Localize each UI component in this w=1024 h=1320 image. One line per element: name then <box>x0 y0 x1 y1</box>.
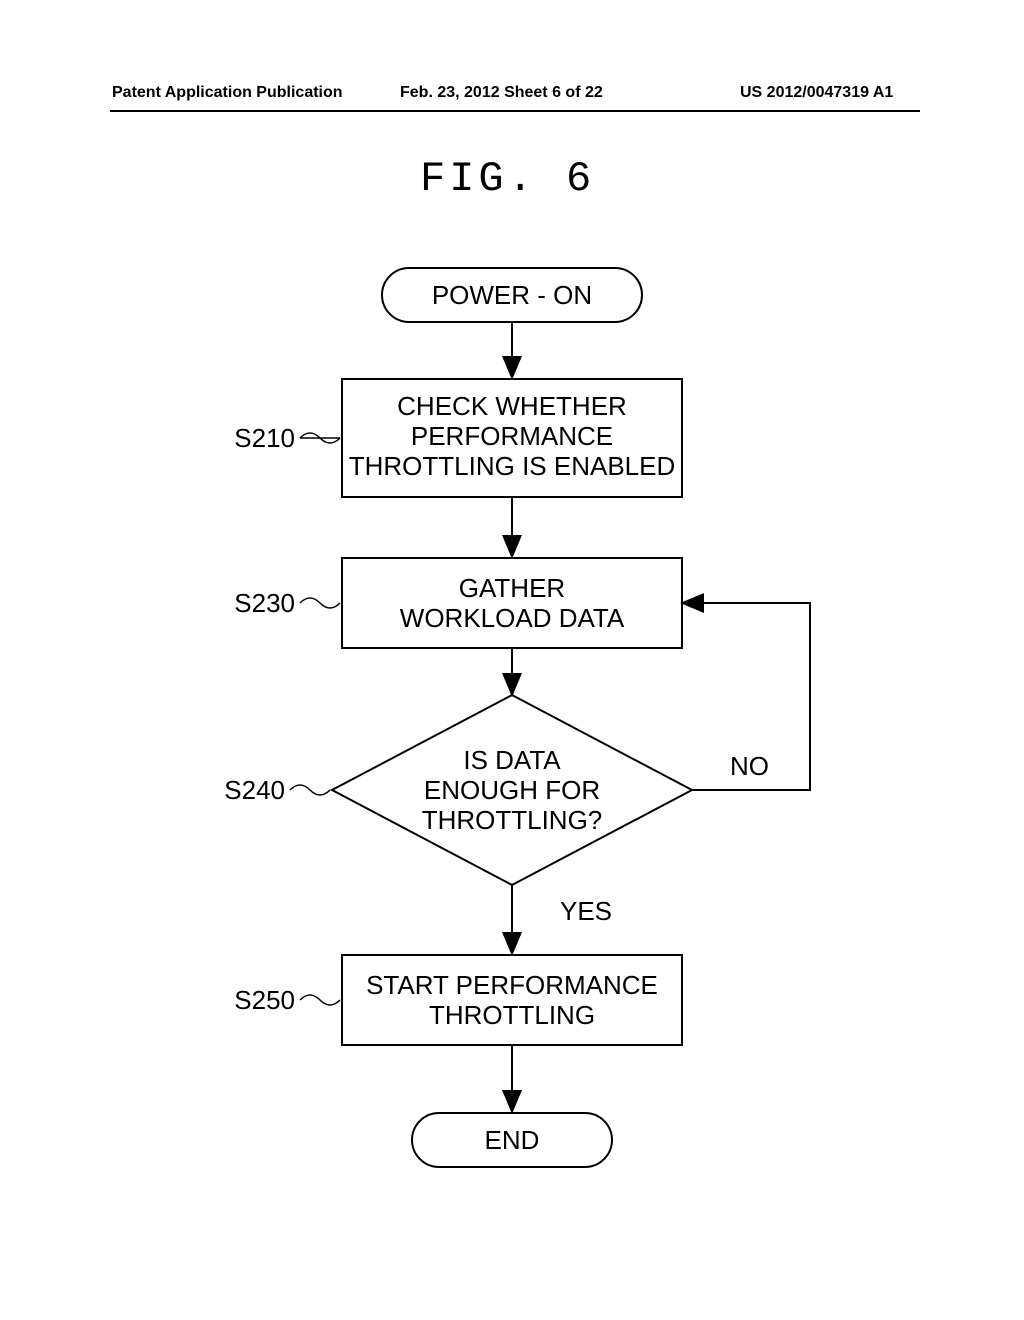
label-s240: S240 <box>224 775 285 805</box>
node-s240-line1: IS DATA <box>463 745 561 775</box>
edge-no-label: NO <box>730 751 769 781</box>
node-s250-line2: THROTTLING <box>429 1000 595 1030</box>
label-s210: S210 <box>234 423 295 453</box>
node-s210-line2: PERFORMANCE <box>411 421 613 451</box>
node-s210-line1: CHECK WHETHER <box>397 391 627 421</box>
node-start-text: POWER - ON <box>432 280 592 310</box>
node-s240: IS DATA ENOUGH FOR THROTTLING? <box>332 695 692 885</box>
node-s210: CHECK WHETHER PERFORMANCE THROTTLING IS … <box>342 379 682 497</box>
node-start: POWER - ON <box>382 268 642 322</box>
node-s230-line1: GATHER <box>459 573 565 603</box>
edge-yes-label: YES <box>560 896 612 926</box>
flowchart-svg: POWER - ON CHECK WHETHER PERFORMANCE THR… <box>0 0 1024 1320</box>
node-s230: GATHER WORKLOAD DATA <box>342 558 682 648</box>
node-s210-line3: THROTTLING IS ENABLED <box>349 451 676 481</box>
node-s230-line2: WORKLOAD DATA <box>400 603 625 633</box>
page: Patent Application Publication Feb. 23, … <box>0 0 1024 1320</box>
node-end-text: END <box>485 1125 540 1155</box>
node-s250-line1: START PERFORMANCE <box>366 970 658 1000</box>
label-squiggle-s240 <box>290 785 330 795</box>
node-s250: START PERFORMANCE THROTTLING <box>342 955 682 1045</box>
label-squiggle-s250 <box>300 995 340 1005</box>
node-s240-line3: THROTTLING? <box>422 805 603 835</box>
label-s230: S230 <box>234 588 295 618</box>
node-s240-line2: ENOUGH FOR <box>424 775 600 805</box>
node-end: END <box>412 1113 612 1167</box>
label-s250: S250 <box>234 985 295 1015</box>
label-squiggle-s230 <box>300 598 340 608</box>
